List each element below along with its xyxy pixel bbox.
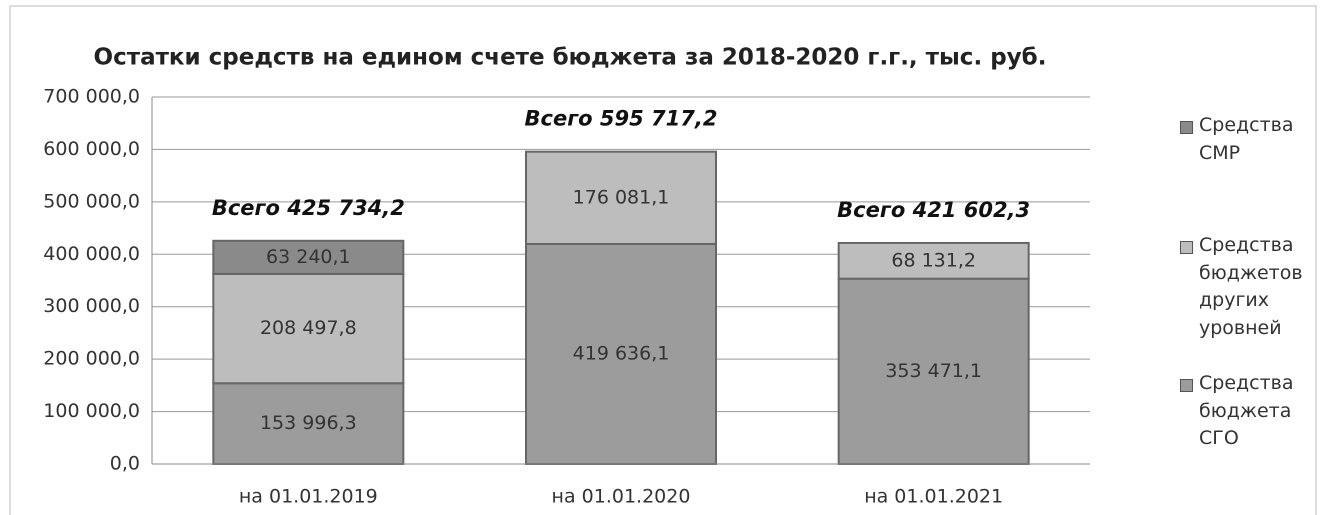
value-label: 176 081,1 (573, 186, 670, 208)
value-label: 208 497,8 (260, 317, 357, 339)
total-label: Всего 421 602,3 (837, 198, 1030, 222)
legend-label: Средства бюджета СГО (1199, 372, 1294, 450)
value-label: 353 471,1 (885, 360, 982, 382)
y-tick-label: 700 000,0 (43, 86, 140, 108)
y-tick-label: 200 000,0 (43, 348, 140, 370)
x-tick-label: на 01.01.2020 (552, 486, 691, 508)
x-tick-label: на 01.01.2019 (239, 486, 378, 508)
x-tick-label: на 01.01.2021 (864, 486, 1003, 508)
bar-segment (212, 272, 405, 385)
legend-item: Средства бюджетов других уровней (1180, 232, 1310, 342)
legend-label: Средства бюджетов других уровней (1199, 234, 1303, 339)
frame (9, 5, 1317, 515)
legend-label: Средства СМР (1199, 114, 1294, 164)
y-tick-label: 500 000,0 (43, 190, 140, 212)
bar-segment (837, 277, 1030, 465)
y-tick-label: 300 000,0 (43, 295, 140, 317)
y-tick-label: 400 000,0 (43, 243, 140, 265)
bar-segment (212, 239, 405, 275)
value-label: 68 131,2 (891, 249, 976, 271)
y-tick-label: 0,0 (110, 453, 140, 475)
bar-segment (525, 150, 717, 245)
bar-segment (525, 242, 717, 465)
y-tick-label: 600 000,0 (43, 138, 140, 160)
legend-item: Средства СМР (1180, 112, 1310, 167)
legend-swatch (1180, 379, 1193, 392)
value-label: 419 636,1 (573, 342, 670, 364)
value-label: 63 240,1 (266, 246, 351, 268)
legend-swatch (1180, 121, 1193, 134)
value-label: 153 996,3 (260, 412, 357, 434)
legend-item: Средства бюджета СГО (1180, 370, 1310, 453)
total-label: Всего 425 734,2 (212, 196, 405, 220)
y-tick-label: 100 000,0 (43, 400, 140, 422)
legend-swatch (1180, 241, 1193, 254)
total-label: Всего 595 717,2 (525, 107, 718, 131)
bar-segment (837, 241, 1030, 280)
chart-title: Остатки средств на едином счете бюджета … (94, 45, 1047, 71)
